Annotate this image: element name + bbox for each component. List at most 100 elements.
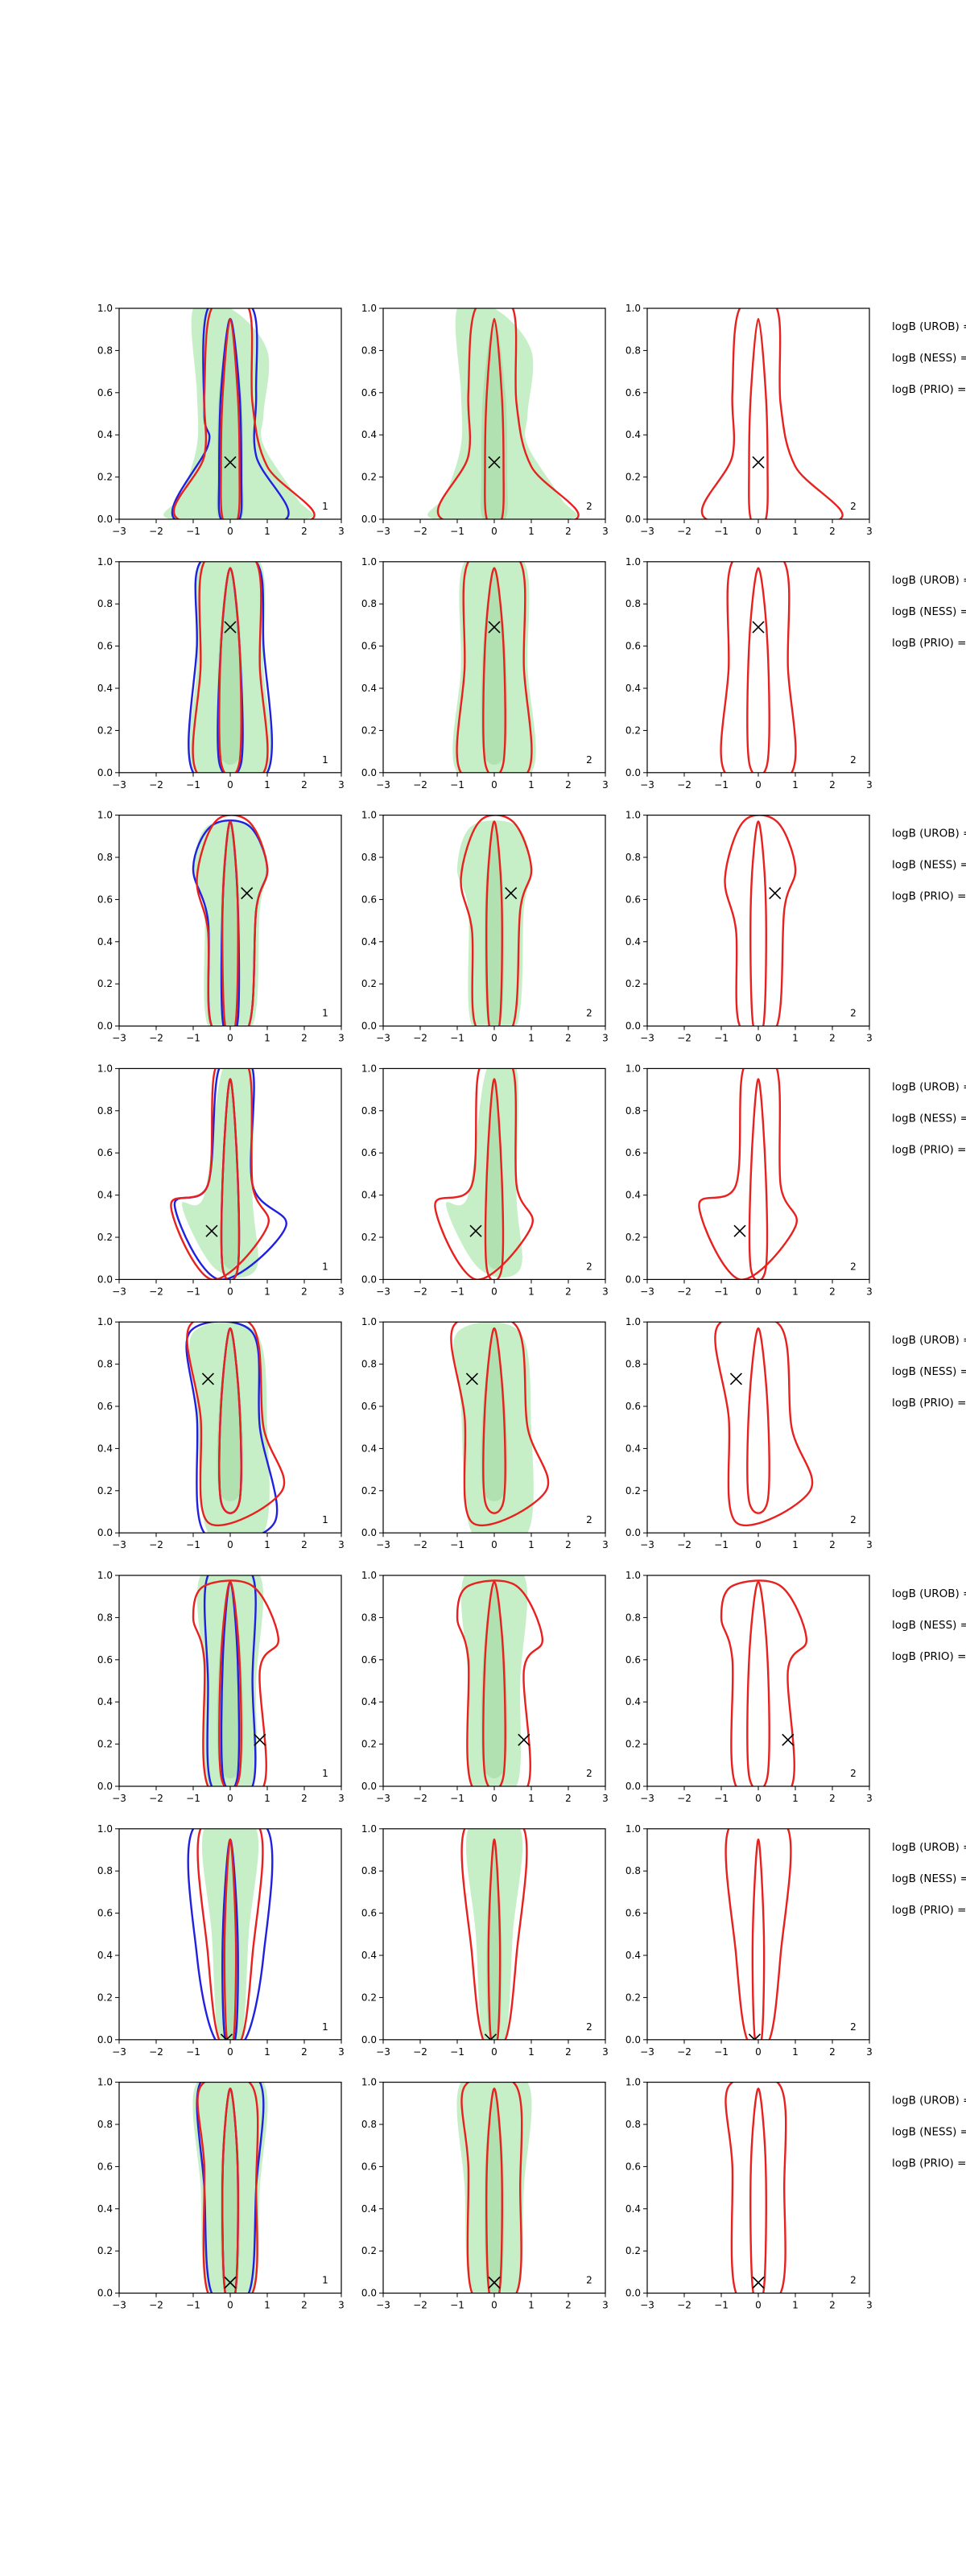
y-tick-label: 1.0 <box>361 2077 377 2088</box>
truth-marker <box>465 1373 478 1385</box>
y-tick-label: 0.4 <box>361 1190 377 1201</box>
blue-contour-inner <box>220 1580 241 1786</box>
x-tick-label: −3 <box>376 1033 390 1044</box>
y-tick-label: 0.6 <box>625 1401 641 1412</box>
y-tick-label: 0.0 <box>97 1781 113 1792</box>
y-tick-label: 0.0 <box>361 2288 377 2299</box>
plot-area <box>724 2082 787 2293</box>
red-contour-outer <box>724 815 797 1026</box>
x-tick-label: 0 <box>755 1033 762 1044</box>
x-tick-label: −1 <box>186 1286 200 1297</box>
y-tick-label: 0.4 <box>625 1443 641 1454</box>
x-tick-label: 0 <box>755 1539 762 1550</box>
x-tick-label: 3 <box>338 2046 345 2058</box>
plot-area <box>724 1828 792 2040</box>
x-tick-label: 3 <box>602 2046 609 2058</box>
x-tick-label: −1 <box>450 526 464 537</box>
y-tick-label: 0.8 <box>625 1612 641 1623</box>
x-tick-label: 1 <box>528 779 535 791</box>
panel-r6-c1: −3 −2 −1 0 1 2 3 0.0 0.2 0.4 0.6 0.8 1.0 1 <box>97 1570 345 1804</box>
red-contour-inner <box>746 567 770 773</box>
red-contour-inner <box>482 1327 506 1514</box>
y-tick-label: 0.4 <box>361 2203 377 2215</box>
logb-label: logB (UROB) = <box>892 574 966 587</box>
logb-label: logB (PRIO) = <box>892 890 966 903</box>
truth-marker <box>752 456 765 469</box>
truth-marker <box>782 1733 795 1746</box>
x-tick-label: 3 <box>602 1033 609 1044</box>
y-tick-label: 0.6 <box>361 1401 377 1412</box>
x-tick-label: 3 <box>338 1793 345 1804</box>
plot-area <box>192 2082 268 2293</box>
y-tick-label: 0.6 <box>361 1908 377 1919</box>
x-tick-label: 0 <box>227 1793 233 1804</box>
x-tick-label: 3 <box>602 779 609 791</box>
panel-r6-c2: −3 −2 −1 0 1 2 3 0.0 0.2 0.4 0.6 0.8 1.0 2 <box>361 1570 609 1804</box>
x-tick-label: −3 <box>640 779 654 791</box>
corner-label: 2 <box>586 754 592 766</box>
y-tick-label: 0.2 <box>361 1232 377 1243</box>
logb-label: logB (NESS) = <box>892 352 966 365</box>
red-contour-inner <box>746 1327 770 1514</box>
red-contour-outer <box>434 1068 534 1280</box>
truth-marker <box>518 1733 530 1746</box>
x-tick-label: −1 <box>186 2300 200 2311</box>
x-tick-label: −2 <box>413 1033 427 1044</box>
y-tick-label: 0.8 <box>97 1359 113 1370</box>
truth-marker <box>752 621 765 634</box>
x-tick-label: −1 <box>714 1539 729 1550</box>
figure-row-6: −3 −2 −1 0 1 2 3 0.0 0.2 0.4 0.6 0.8 1.0 1 −3 −2 −1 0 1 2 3 0… <box>97 1570 966 1804</box>
y-tick-label: 1.0 <box>625 1063 641 1074</box>
y-tick-label: 0.2 <box>361 1485 377 1496</box>
x-tick-label: 1 <box>792 1033 799 1044</box>
x-tick-label: 0 <box>227 1286 233 1297</box>
x-tick-label: −3 <box>112 779 126 791</box>
red-contour-outer <box>720 561 797 773</box>
figure-row-3: −3 −2 −1 0 1 2 3 0.0 0.2 0.4 0.6 0.8 1.0 1 −3 −2 −1 0 1 2 3 0… <box>97 810 966 1044</box>
x-tick-label: −1 <box>714 2300 729 2311</box>
x-tick-label: 2 <box>301 1033 308 1044</box>
y-tick-label: 0.6 <box>97 894 113 905</box>
x-tick-label: 1 <box>528 2046 535 2058</box>
figure-row-7: −3 −2 −1 0 1 2 3 0.0 0.2 0.4 0.6 0.8 1.0 1 −3 −2 −1 0 1 2 3 0… <box>97 1823 966 2058</box>
panel-r8-c3: −3 −2 −1 0 1 2 3 0.0 0.2 0.4 0.6 0.8 1.0 2 <box>625 2077 873 2311</box>
corner-label: 2 <box>850 1514 857 1525</box>
y-tick-label: 0.2 <box>97 1232 113 1243</box>
red-contour-outer <box>456 1579 544 1786</box>
truth-marker <box>733 1224 746 1237</box>
x-tick-label: −3 <box>376 2046 390 2058</box>
y-tick-label: 0.6 <box>97 1654 113 1666</box>
plot-area <box>450 1322 550 1534</box>
red-contour-outer <box>460 815 533 1026</box>
x-tick-label: 2 <box>565 1539 572 1550</box>
y-tick-label: 0.6 <box>97 387 113 398</box>
logb-label: logB (PRIO) = <box>892 1650 966 1663</box>
x-tick-label: 2 <box>829 779 836 791</box>
red-contour-inner <box>484 317 505 519</box>
corner-label: 2 <box>586 2021 592 2033</box>
y-tick-label: 1.0 <box>97 1823 113 1835</box>
y-tick-label: 0.6 <box>625 1147 641 1158</box>
x-tick-label: −1 <box>450 1033 464 1044</box>
y-tick-label: 0.6 <box>97 1401 113 1412</box>
truth-marker <box>201 1373 214 1385</box>
y-tick-label: 0.4 <box>625 1950 641 1961</box>
x-tick-label: 3 <box>866 1793 873 1804</box>
corner-label: 2 <box>586 1261 592 1272</box>
corner-label: 1 <box>322 2275 328 2286</box>
panel-r2-c3: −3 −2 −1 0 1 2 3 0.0 0.2 0.4 0.6 0.8 1.0 2 <box>625 556 873 791</box>
x-tick-label: −3 <box>112 526 126 537</box>
y-tick-label: 0.6 <box>361 387 377 398</box>
corner-label: 2 <box>850 754 857 766</box>
plot-area <box>434 1068 534 1280</box>
y-tick-label: 0.0 <box>97 1021 113 1032</box>
figure-row-5: −3 −2 −1 0 1 2 3 0.0 0.2 0.4 0.6 0.8 1.0 1 −3 −2 −1 0 1 2 3 0… <box>97 1316 966 1550</box>
x-tick-label: −3 <box>640 1539 654 1550</box>
corner-label: 2 <box>586 2275 592 2286</box>
x-tick-label: 2 <box>301 526 308 537</box>
x-tick-label: 2 <box>829 2046 836 2058</box>
logb-label: logB (UROB) = <box>892 1587 966 1600</box>
red-contour-outer <box>456 561 533 773</box>
y-tick-label: 0.6 <box>97 641 113 652</box>
logb-label: logB (UROB) = <box>892 1334 966 1347</box>
